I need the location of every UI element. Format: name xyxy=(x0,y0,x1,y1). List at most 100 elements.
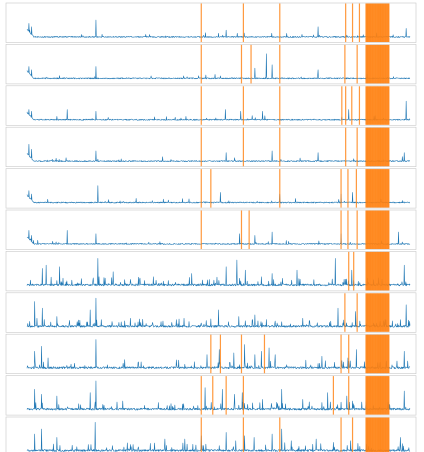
anomaly-cluster-band xyxy=(385,293,387,332)
anomaly-cluster-band xyxy=(370,334,372,374)
anomaly-cluster-band xyxy=(369,251,371,291)
anomaly-cluster-band xyxy=(383,417,385,452)
anomaly-cluster-band xyxy=(376,210,378,249)
anomaly-cluster-band xyxy=(366,210,368,249)
anomaly-cluster-band xyxy=(365,86,367,125)
anomaly-cluster-band xyxy=(383,376,385,415)
anomaly-cluster-band xyxy=(380,417,382,452)
panel-3 xyxy=(5,85,417,126)
anomaly-cluster-band xyxy=(377,127,379,167)
anomaly-cluster-band xyxy=(388,3,390,42)
anomaly-marker xyxy=(200,86,202,125)
anomaly-marker xyxy=(345,127,347,167)
anomaly-cluster-band xyxy=(370,251,372,291)
anomaly-cluster-band xyxy=(367,251,369,291)
anomaly-cluster-band xyxy=(370,44,372,84)
anomaly-cluster-band xyxy=(380,86,382,125)
anomaly-marker xyxy=(263,334,266,374)
anomaly-cluster-band xyxy=(385,3,387,42)
anomaly-cluster-band xyxy=(373,44,375,84)
anomaly-cluster-band xyxy=(378,127,380,167)
anomaly-cluster-band xyxy=(376,169,378,208)
anomaly-cluster-band xyxy=(373,293,375,332)
anomaly-cluster-band xyxy=(366,251,368,291)
anomaly-cluster-band xyxy=(368,210,370,249)
anomaly-marker xyxy=(200,417,202,452)
anomaly-cluster-band xyxy=(365,3,367,42)
anomaly-cluster-band xyxy=(384,376,386,415)
anomaly-cluster-band xyxy=(370,210,372,249)
anomaly-cluster-band xyxy=(371,376,373,415)
anomaly-cluster-band xyxy=(386,3,388,42)
anomaly-cluster-band xyxy=(380,376,382,415)
anomaly-cluster-band xyxy=(383,251,385,291)
anomaly-cluster-band xyxy=(367,86,369,125)
anomaly-cluster-band xyxy=(384,86,386,125)
anomaly-marker xyxy=(210,334,212,374)
anomaly-cluster-band xyxy=(366,417,368,452)
anomaly-cluster-band xyxy=(383,334,385,374)
anomaly-cluster-band xyxy=(380,210,382,249)
anomaly-marker xyxy=(341,86,343,125)
anomaly-cluster-band xyxy=(377,44,379,84)
anomaly-cluster-band xyxy=(387,417,389,452)
anomaly-marker xyxy=(347,210,349,249)
anomaly-cluster-band xyxy=(383,127,385,167)
anomaly-cluster-band xyxy=(376,86,378,125)
anomaly-cluster-band xyxy=(365,210,367,249)
panel-9 xyxy=(5,333,417,375)
anomaly-cluster-band xyxy=(371,293,373,332)
anomaly-cluster-band xyxy=(386,376,388,415)
anomaly-cluster-band xyxy=(365,376,367,415)
anomaly-cluster-band xyxy=(365,251,367,291)
panel-7 xyxy=(5,251,417,292)
anomaly-marker xyxy=(240,334,243,374)
anomaly-cluster-band xyxy=(383,293,385,332)
anomaly-cluster-band xyxy=(373,44,375,84)
anomaly-cluster-band xyxy=(373,417,375,452)
anomaly-cluster-band xyxy=(380,293,382,332)
anomaly-cluster-band xyxy=(370,3,372,42)
anomaly-cluster-band xyxy=(386,44,388,84)
anomaly-cluster-band xyxy=(366,127,368,167)
anomaly-cluster-band xyxy=(374,334,376,374)
anomaly-cluster-band xyxy=(374,376,376,415)
anomaly-cluster-band xyxy=(370,417,372,452)
anomaly-cluster-band xyxy=(375,376,377,415)
anomaly-cluster-band xyxy=(388,376,390,415)
anomaly-cluster-band xyxy=(373,169,375,208)
anomaly-cluster-band xyxy=(369,334,371,374)
anomaly-marker xyxy=(340,417,342,452)
anomaly-cluster-band xyxy=(368,376,370,415)
anomaly-cluster-band xyxy=(376,376,378,415)
anomaly-cluster-band xyxy=(375,169,377,208)
anomaly-cluster-band xyxy=(374,417,376,452)
anomaly-marker xyxy=(225,376,227,415)
anomaly-cluster-band xyxy=(373,3,375,42)
anomaly-cluster-band xyxy=(388,127,390,167)
anomaly-cluster-band xyxy=(385,251,387,291)
panel-1 xyxy=(5,2,417,43)
anomaly-marker xyxy=(250,44,252,84)
anomaly-cluster-band xyxy=(369,3,371,42)
anomaly-cluster-band xyxy=(370,376,372,415)
anomaly-cluster-band xyxy=(382,251,384,291)
anomaly-cluster-band xyxy=(372,44,374,84)
panel-10 xyxy=(5,375,417,416)
anomaly-cluster-band xyxy=(367,3,369,42)
anomaly-cluster-band xyxy=(379,86,381,125)
anomaly-cluster-band xyxy=(366,251,368,291)
series-line xyxy=(26,339,411,369)
anomaly-cluster-band xyxy=(376,251,378,291)
anomaly-cluster-band xyxy=(370,293,372,332)
anomaly-cluster-band xyxy=(366,44,368,84)
anomaly-cluster-band xyxy=(379,417,381,452)
anomaly-cluster-band xyxy=(386,251,388,291)
anomaly-cluster-band xyxy=(383,44,385,84)
anomaly-marker xyxy=(240,210,243,249)
anomaly-cluster-band xyxy=(374,210,376,249)
anomaly-marker xyxy=(345,86,347,125)
anomaly-cluster-band xyxy=(387,127,389,167)
anomaly-cluster-band xyxy=(366,86,368,125)
anomaly-cluster-band xyxy=(381,3,383,42)
